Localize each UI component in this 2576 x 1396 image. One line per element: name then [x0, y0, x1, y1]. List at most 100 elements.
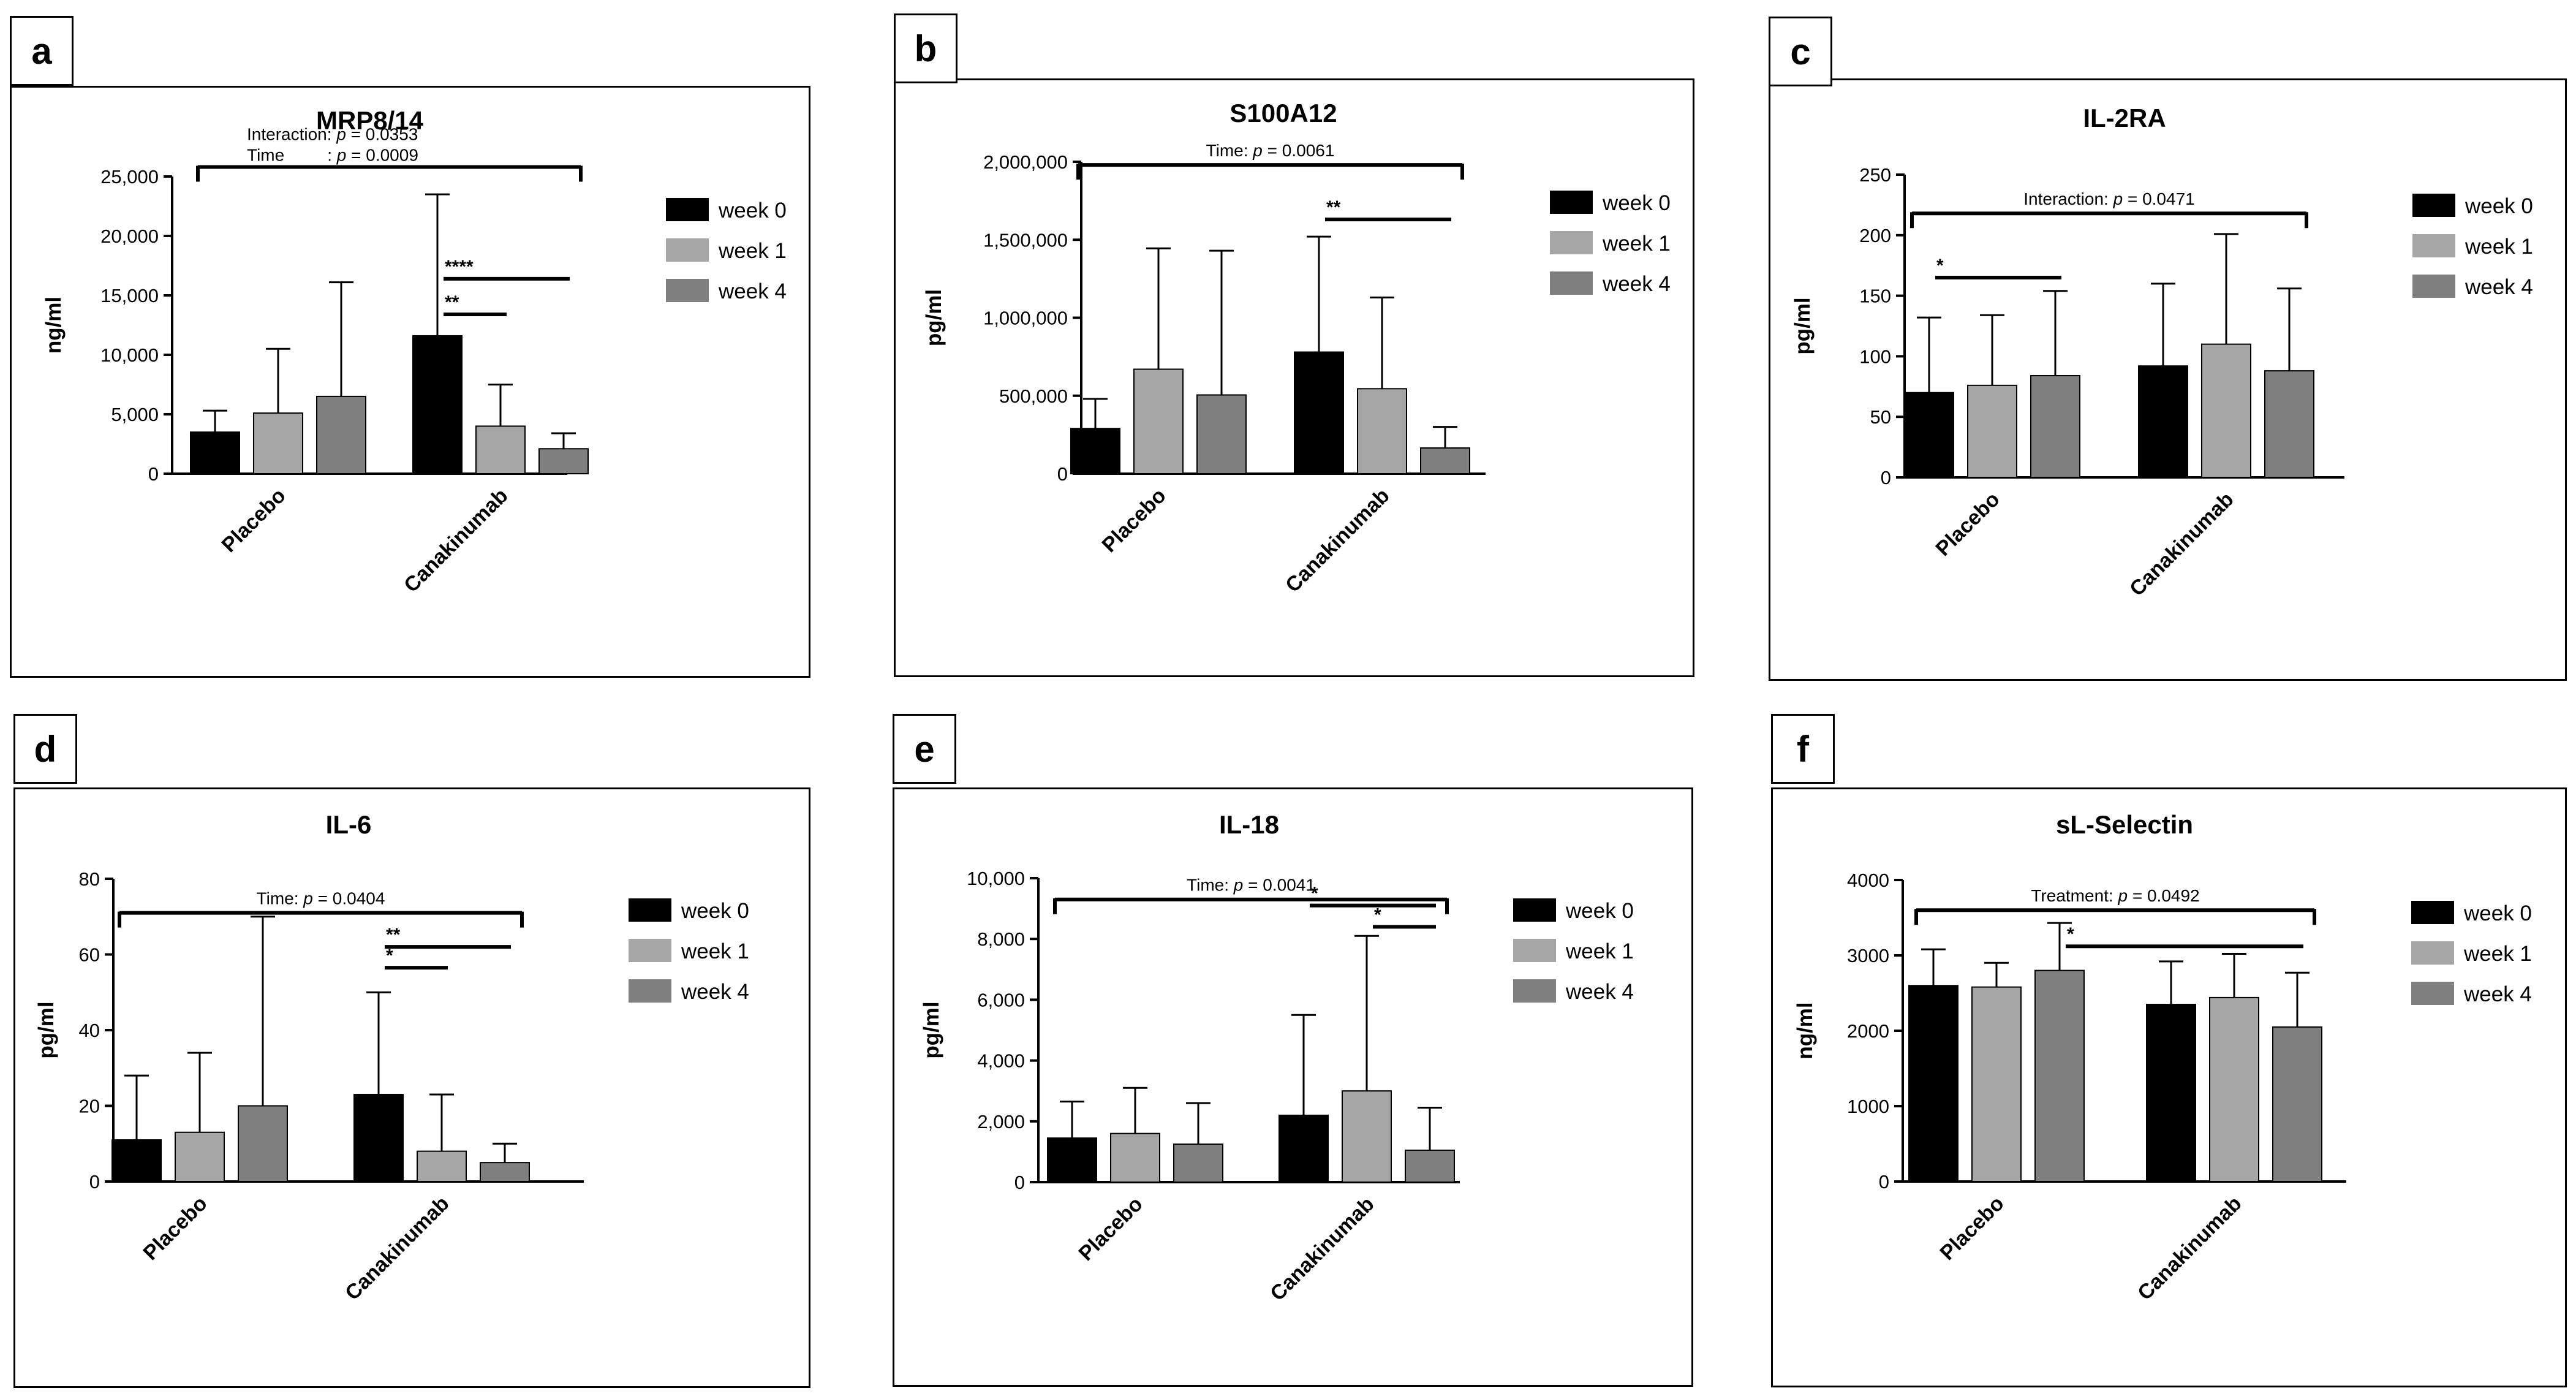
legend-swatch — [2411, 901, 2454, 924]
y-tick-label: 4,000 — [977, 1050, 1025, 1072]
legend-label: week 1 — [1565, 939, 1634, 963]
y-tick-label: 1000 — [1847, 1096, 1889, 1117]
interaction-p-label: Interaction: p = 0.0353 — [247, 124, 418, 143]
chart-d: IL-6 pg/ml 0 20 40 60 80 Placebo Canakinumab Time… — [34, 810, 749, 1305]
bar — [2138, 365, 2188, 479]
y-axis-label: pg/ml — [920, 1001, 943, 1058]
x-category-label: Placebo — [1936, 1192, 2009, 1265]
p-value-label: Time: p = 0.0061 — [1206, 141, 1335, 160]
y-tick-label: 200 — [1859, 225, 1891, 246]
bar — [238, 1105, 288, 1182]
legend-label: week 1 — [681, 939, 749, 963]
chart-title: MRP8/14 — [316, 106, 424, 135]
chart-title: IL-18 — [1219, 810, 1279, 839]
significance-stars: * — [1374, 905, 1381, 925]
legend-label: week 4 — [2463, 982, 2532, 1006]
legend-label: week 0 — [2463, 901, 2532, 925]
bar — [2201, 343, 2251, 479]
p-value-label: Treatment: p = 0.0492 — [2031, 886, 2199, 905]
legend-swatch — [2411, 941, 2454, 965]
chart-f: sL-Selectin ng/ml 0 1000 2000 3000 4000 Placebo… — [1793, 810, 2532, 1305]
legend-swatch — [1550, 231, 1593, 254]
panel-label-f: f — [1771, 714, 1835, 784]
bar — [253, 412, 303, 474]
x-category-label: Canakinumab — [2125, 488, 2238, 601]
chart-panel-d: IL-6 pg/ml 0 20 40 60 80 Placebo Canakinumab Time… — [13, 787, 810, 1388]
legend-label: week 1 — [2465, 235, 2533, 259]
legend-label: week 0 — [1602, 191, 1671, 215]
legend-swatch — [629, 979, 671, 1003]
legend-swatch — [666, 198, 709, 221]
y-tick-label: 100 — [1859, 346, 1891, 367]
bar — [1904, 392, 1954, 478]
bar — [2264, 370, 2314, 478]
bar — [1047, 1137, 1097, 1183]
legend-label: week 0 — [718, 199, 787, 222]
legend-swatch — [1513, 939, 1556, 962]
chart-title: S100A12 — [1229, 99, 1337, 127]
bar — [1420, 447, 1470, 475]
legend-label: week 4 — [681, 980, 749, 1004]
legend-label: week 1 — [1602, 232, 1671, 256]
bar — [1279, 1114, 1329, 1183]
legend-label: week 1 — [718, 239, 787, 263]
p-value-label: Interaction: p = 0.0471 — [2023, 189, 2194, 208]
y-tick-label: 20 — [79, 1096, 100, 1117]
bar — [1967, 384, 2017, 478]
y-tick-label: 500,000 — [999, 385, 1068, 407]
y-tick-label: 10,000 — [100, 344, 159, 366]
bar — [2030, 375, 2080, 478]
legend-swatch — [2412, 194, 2455, 217]
p-value-label: Time: p = 0.0404 — [257, 889, 385, 908]
legend-swatch — [629, 898, 671, 922]
bar — [175, 1131, 225, 1182]
significance-stars: **** — [445, 257, 474, 277]
x-category-label: Placebo — [217, 484, 290, 557]
legend-swatch — [2411, 982, 2454, 1005]
panel-label-a: a — [10, 16, 74, 86]
bar — [1294, 351, 1344, 474]
chart-c: IL-2RA pg/ml 0 50 100 150 200 250 Placebo Canakin… — [1791, 104, 2533, 601]
y-tick-label: 1,000,000 — [983, 308, 1068, 329]
y-tick-label: 4000 — [1847, 870, 1889, 891]
significance-stars: ** — [386, 925, 401, 945]
bar — [111, 1139, 162, 1183]
y-tick-label: 0 — [1881, 467, 1891, 488]
y-tick-label: 2,000,000 — [983, 151, 1068, 173]
significance-stars: * — [2067, 924, 2074, 944]
panel-label-e: e — [893, 714, 956, 784]
y-axis-label: pg/ml — [922, 289, 946, 346]
bar — [1405, 1149, 1455, 1183]
chart-title: IL-2RA — [2083, 104, 2166, 132]
y-tick-label: 150 — [1859, 286, 1891, 307]
bar — [1196, 394, 1247, 474]
x-category-label: Canakinumab — [399, 484, 513, 597]
y-tick-label: 80 — [79, 868, 100, 890]
bar — [1357, 388, 1407, 474]
bar — [475, 425, 526, 475]
legend-label: week 4 — [1565, 980, 1634, 1004]
panel-label-d: d — [13, 714, 77, 784]
legend-label: week 4 — [718, 279, 787, 303]
legend-label: week 4 — [1602, 272, 1671, 296]
y-axis-label: pg/ml — [34, 1001, 58, 1058]
y-tick-label: 40 — [79, 1020, 100, 1041]
legend-label: week 0 — [2465, 194, 2533, 218]
y-tick-label: 6,000 — [977, 989, 1025, 1011]
y-tick-label: 0 — [89, 1171, 100, 1193]
legend-swatch — [1550, 271, 1593, 295]
bar — [1173, 1144, 1223, 1183]
bar — [412, 335, 463, 474]
bar — [1110, 1132, 1160, 1183]
x-category-label: Placebo — [1075, 1193, 1147, 1265]
chart-panel-b: S100A12 pg/ml 0 500,000 1,000,000 1,500,000 2,… — [894, 78, 1694, 677]
y-tick-label: 15,000 — [100, 285, 159, 306]
significance-stars: * — [1311, 884, 1318, 904]
y-tick-label: 60 — [79, 944, 100, 966]
x-category-label: Canakinumab — [2133, 1192, 2246, 1305]
y-tick-label: 25,000 — [100, 166, 159, 188]
x-category-label: Canakinumab — [1281, 484, 1394, 597]
legend-label: week 4 — [2465, 275, 2533, 299]
y-tick-label: 0 — [148, 463, 159, 485]
legend-swatch — [1513, 898, 1556, 922]
